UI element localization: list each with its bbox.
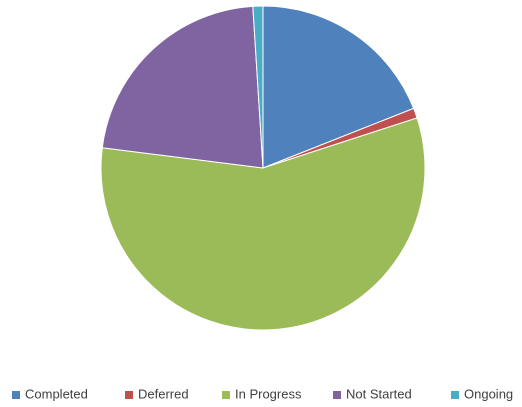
- pie-slice: [101, 5, 264, 169]
- legend-label: In Progress: [235, 386, 302, 401]
- pie-slice: [100, 117, 426, 331]
- legend-label: Deferred: [138, 386, 189, 401]
- legend-swatch: [12, 391, 20, 399]
- legend-label: Completed: [25, 386, 88, 401]
- legend-swatch: [333, 391, 341, 399]
- pie-slice: [262, 5, 415, 169]
- legend-swatch: [125, 391, 133, 399]
- legend-swatch: [222, 391, 230, 399]
- pie-slice: [252, 5, 264, 169]
- legend-label: Not Started: [346, 386, 412, 401]
- legend-label: Ongoing: [464, 386, 513, 401]
- legend-swatch: [451, 391, 459, 399]
